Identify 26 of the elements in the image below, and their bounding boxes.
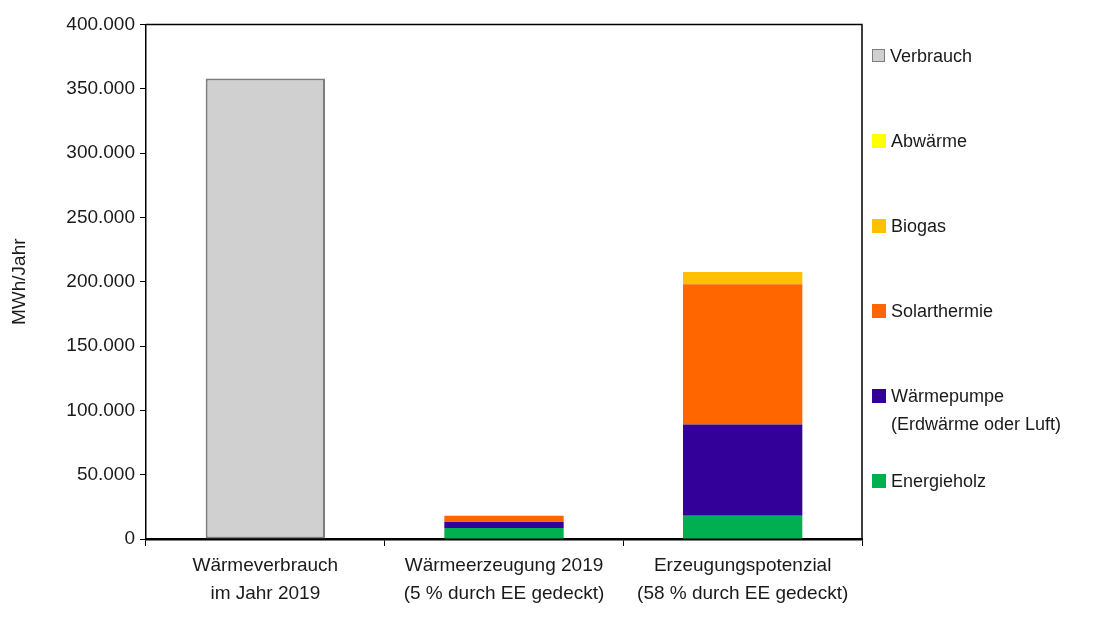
x-tick-label: Erzeugungspotenzial (58 % durch EE gedeckt) — [637, 554, 849, 603]
y-axis-title: MWh/Jahr — [7, 237, 29, 325]
y-tick-label: 250.000 — [66, 205, 135, 227]
bar — [683, 272, 803, 285]
legend-label: Energieholz — [891, 470, 987, 493]
y-tick-label: 150.000 — [66, 334, 135, 356]
y-tick-label: 0 — [124, 527, 135, 549]
legend-label: Abwärme — [891, 130, 968, 153]
y-tick-label: 300.000 — [66, 141, 135, 163]
bar — [444, 528, 564, 539]
bar — [683, 515, 803, 539]
legend-label: Solarthermie — [891, 300, 994, 323]
bar — [444, 521, 564, 529]
y-tick-label: 50.000 — [76, 462, 135, 484]
legend-label: Wärmepumpe (Erdwärme oder Luft) — [891, 385, 1062, 436]
legend-label: Verbrauch — [890, 45, 973, 68]
y-tick-label: 350.000 — [66, 76, 135, 98]
y-tick-label: 400.000 — [66, 12, 135, 34]
bar — [683, 424, 803, 516]
x-tick-label: Wärmeerzeugung 2019 (5 % durch EE gedeckt) — [403, 554, 605, 603]
y-tick-label: 100.000 — [66, 398, 135, 420]
legend-label: Biogas — [891, 215, 947, 238]
y-tick-label: 200.000 — [66, 269, 135, 291]
x-tick-label: Wärmeverbrauch im Jahr 2019 — [192, 554, 339, 603]
bar — [683, 284, 803, 425]
bar — [444, 515, 564, 522]
